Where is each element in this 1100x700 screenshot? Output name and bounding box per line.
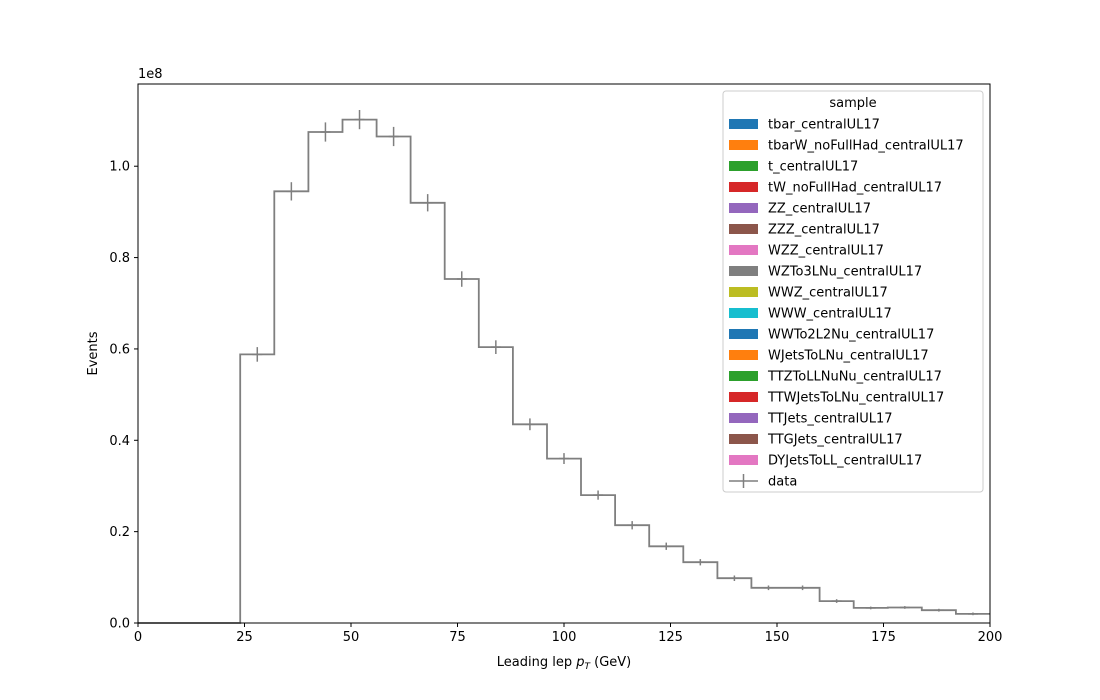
y-tick-label: 1.0	[109, 160, 130, 175]
legend-swatch	[729, 161, 758, 171]
series-data-step	[138, 118, 990, 624]
legend-swatch	[729, 413, 758, 423]
legend: sample tbar_centralUL17 tbarW_noFullHad_c…	[722, 90, 984, 493]
y-tick-label: 0.0	[109, 617, 130, 632]
legend-label: data	[768, 475, 797, 490]
legend-swatch	[729, 266, 758, 276]
legend-swatch	[729, 182, 758, 192]
legend-label: tbar_centralUL17	[768, 118, 880, 133]
y-axis-label: Events	[86, 331, 101, 375]
legend-swatch	[729, 329, 758, 339]
legend-label: ZZ_centralUL17	[768, 202, 871, 217]
x-tick-label: 175	[871, 630, 896, 645]
legend-label: DYJetsToLL_centralUL17	[768, 454, 922, 469]
y-axis: 0.0 0.2 0.4 0.6 0.8 1.0	[109, 160, 138, 632]
plot-area	[138, 110, 990, 624]
legend-label: t_centralUL17	[768, 160, 858, 175]
y-tick-label: 0.4	[109, 434, 130, 449]
x-axis-label: Leading lep pT (GeV)	[497, 655, 631, 672]
legend-label: TTZToLLNuNu_centralUL17	[767, 370, 942, 385]
legend-swatch	[729, 140, 758, 150]
legend-label: WWZ_centralUL17	[768, 286, 888, 301]
legend-swatch	[729, 392, 758, 402]
x-tick-label: 25	[236, 630, 253, 645]
y-tick-label: 0.8	[109, 251, 130, 266]
legend-label: WZZ_centralUL17	[768, 244, 884, 259]
y-offset-text: 1e8	[138, 67, 163, 82]
legend-label: tW_noFullHad_centralUL17	[768, 181, 942, 196]
x-tick-label: 0	[134, 630, 142, 645]
legend-swatch	[729, 203, 758, 213]
legend-swatch	[729, 308, 758, 318]
legend-label: WJetsToLNu_centralUL17	[768, 349, 929, 364]
legend-swatch	[729, 245, 758, 255]
x-tick-label: 150	[765, 630, 790, 645]
x-axis: 0 25 50 75 100 125 150 175 200	[134, 623, 1003, 645]
x-tick-label: 100	[552, 630, 577, 645]
x-tick-label: 125	[658, 630, 683, 645]
legend-frame	[722, 90, 984, 493]
y-tick-label: 0.2	[109, 525, 130, 540]
legend-swatch	[729, 455, 758, 465]
legend-label: WZTo3LNu_centralUL17	[768, 265, 922, 280]
legend-title: sample	[829, 96, 876, 111]
legend-swatch	[729, 224, 758, 234]
legend-swatch	[729, 371, 758, 381]
x-tick-label: 200	[978, 630, 1003, 645]
legend-swatch	[729, 287, 758, 297]
legend-label: TTGJets_centralUL17	[767, 433, 903, 448]
legend-label: TTWJetsToLNu_centralUL17	[767, 391, 944, 406]
legend-label: TTJets_centralUL17	[767, 412, 893, 427]
legend-swatch	[729, 434, 758, 444]
x-tick-label: 75	[449, 630, 466, 645]
y-tick-label: 0.6	[109, 342, 130, 357]
legend-label: WWTo2L2Nu_centralUL17	[768, 328, 934, 343]
x-tick-label: 50	[343, 630, 360, 645]
legend-swatch	[729, 350, 758, 360]
legend-swatch	[729, 119, 758, 129]
legend-label: ZZZ_centralUL17	[768, 223, 880, 238]
legend-entries: tbar_centralUL17 tbarW_noFullHad_centralU…	[729, 118, 964, 490]
legend-label: WWW_centralUL17	[768, 307, 892, 322]
legend-label: tbarW_noFullHad_centralUL17	[768, 139, 964, 154]
